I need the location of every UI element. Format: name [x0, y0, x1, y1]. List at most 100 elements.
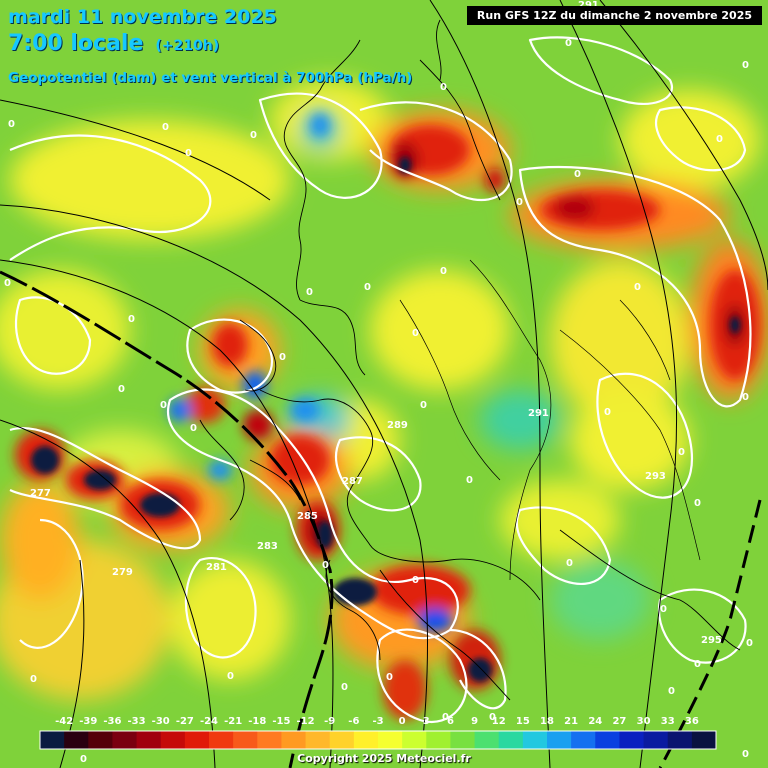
- colorbar-tick-label: -33: [128, 716, 146, 727]
- colorbar-tick-label: -9: [324, 716, 335, 727]
- zero-contour-label: 0: [574, 169, 581, 180]
- colorbar-tick-label: -27: [176, 716, 194, 727]
- colorbar-tick-label: 0: [399, 716, 406, 727]
- colorbar-swatch: [498, 731, 524, 749]
- zero-contour-label: 0: [660, 604, 667, 615]
- zero-contour-label: 0: [746, 638, 753, 649]
- colorbar-tick-label: -42: [55, 716, 73, 727]
- zero-contour-label: 0: [190, 423, 197, 434]
- colorbar-swatch: [329, 731, 355, 749]
- zero-contour-label: 0: [118, 384, 125, 395]
- zero-contour-label: 0: [322, 560, 329, 571]
- colorbar-swatch: [305, 731, 331, 749]
- colorbar-tick-label: -21: [224, 716, 242, 727]
- colorbar-swatch: [112, 731, 138, 749]
- colorbar-swatch: [667, 731, 693, 749]
- colorbar-swatch: [257, 731, 282, 749]
- colorbar-tick-label: 18: [540, 716, 554, 727]
- colorbar-tick-label: 3: [423, 716, 430, 727]
- zero-contour-label: 0: [742, 392, 749, 403]
- colorbar-swatch: [450, 731, 476, 749]
- colorbar-swatch: [281, 731, 307, 749]
- borders: [399, 259, 701, 581]
- geopotential-label: 279: [112, 567, 133, 578]
- colorbar-swatch: [691, 731, 717, 749]
- zero-contour-label: 0: [566, 558, 573, 569]
- zero-contour-label: 0: [440, 82, 447, 93]
- zero-contour-label: 0: [250, 130, 257, 141]
- colorbar-tick-label: 21: [564, 716, 578, 727]
- zero-contour-label: 0: [716, 134, 723, 145]
- zero-contour-label: 0: [516, 197, 523, 208]
- zero-contours: [9, 36, 752, 723]
- colorbar-swatch: [184, 731, 210, 749]
- zero-contour-label: 0: [466, 475, 473, 486]
- geopotential-label: 291: [578, 0, 599, 11]
- colorbar-swatch: [426, 731, 451, 749]
- colorbar-swatch: [619, 731, 645, 749]
- colorbar-swatch: [595, 731, 620, 749]
- colorbar-tick-label: 15: [516, 716, 530, 727]
- colorbar-tick-label: -30: [152, 716, 170, 727]
- colorbar-tick-label: 36: [685, 716, 699, 727]
- geopotential-label: 285: [297, 511, 318, 522]
- zero-contour-label: 0: [412, 328, 419, 339]
- colorbar-tick-label: -6: [348, 716, 359, 727]
- colorbar-tick-label: 30: [637, 716, 651, 727]
- zero-contour-label: 0: [694, 659, 701, 670]
- zero-contour-label: 0: [668, 686, 675, 697]
- zero-contour-label: 0: [227, 671, 234, 682]
- zero-label-layer: 0 0 0 0 0 0 0 0 0 0 0 0 0 0 0 0 0 0 0 0 0 0 0 0 0 0 0 0 0 0 0 0 0 0 0 0 0 0 0 0…: [4, 38, 753, 765]
- zero-contour-label: 0: [279, 352, 286, 363]
- colorbar-tick-label: 9: [471, 716, 478, 727]
- zero-contour-label: 0: [162, 122, 169, 133]
- zero-contour-label: 0: [440, 266, 447, 277]
- geopotential-label: 291: [528, 408, 549, 419]
- zero-contour-label: 0: [386, 672, 393, 683]
- zero-contour-label: 0: [128, 314, 135, 325]
- coastlines: [199, 19, 741, 701]
- colorbar-tick-label: -36: [103, 716, 121, 727]
- zero-contour-label: 0: [30, 674, 37, 685]
- colorbar-tick-label: 24: [588, 716, 602, 727]
- colorbar-swatch: [547, 731, 572, 749]
- colorbar-swatch: [64, 731, 89, 749]
- colorbar-tick-label: -3: [372, 716, 383, 727]
- colorbar-tick-label: 6: [447, 716, 454, 727]
- geopotential-label: 281: [206, 562, 227, 573]
- zero-contour-label: 0: [420, 400, 427, 411]
- zero-contour-label: 0: [565, 38, 572, 49]
- zero-contour-label: 0: [604, 407, 611, 418]
- colorbar-swatch: [209, 731, 234, 749]
- colorbar-swatch: [136, 731, 162, 749]
- colorbar-swatch: [571, 731, 596, 749]
- zero-contour-label: 0: [341, 682, 348, 693]
- zero-contour-label: 0: [742, 60, 749, 71]
- zero-contour-label: 0: [306, 287, 313, 298]
- map-subtitle: Geopotentiel (dam) et vent vertical à 70…: [8, 70, 413, 86]
- geopotential-label: 295: [701, 635, 722, 646]
- geopotential-label: 287: [342, 476, 363, 487]
- local-time: 7:00 locale: [8, 31, 144, 56]
- zero-contour-label: 0: [8, 119, 15, 130]
- zero-contour-label: 0: [364, 282, 371, 293]
- copyright: Copyright 2025 Meteociel.fr: [297, 752, 471, 765]
- colorbar-swatch: [378, 731, 403, 749]
- colorbar-swatch: [643, 731, 669, 749]
- zero-contour-label: 0: [4, 278, 11, 289]
- zero-contour-label: 0: [489, 712, 496, 723]
- colorbar: -42 -39 -36 -33 -30 -27 -24 -21 -18 -15 -12 -9 -6 -3 0…: [39, 716, 717, 750]
- colorbar-tick-label: -39: [79, 716, 97, 727]
- lead-time: (+210h): [155, 38, 220, 54]
- colorbar-swatch: [88, 731, 113, 749]
- zero-contour-label: 0: [742, 749, 749, 760]
- zero-contour-label: 0: [634, 282, 641, 293]
- zero-contour-label: 0: [160, 400, 167, 411]
- forecast-date: mardi 11 novembre 2025: [8, 6, 277, 28]
- zero-contour-label: 0: [185, 148, 192, 159]
- colorbar-swatch: [353, 731, 379, 749]
- colorbar-swatch: [402, 731, 427, 749]
- zero-contour-label: 0: [694, 498, 701, 509]
